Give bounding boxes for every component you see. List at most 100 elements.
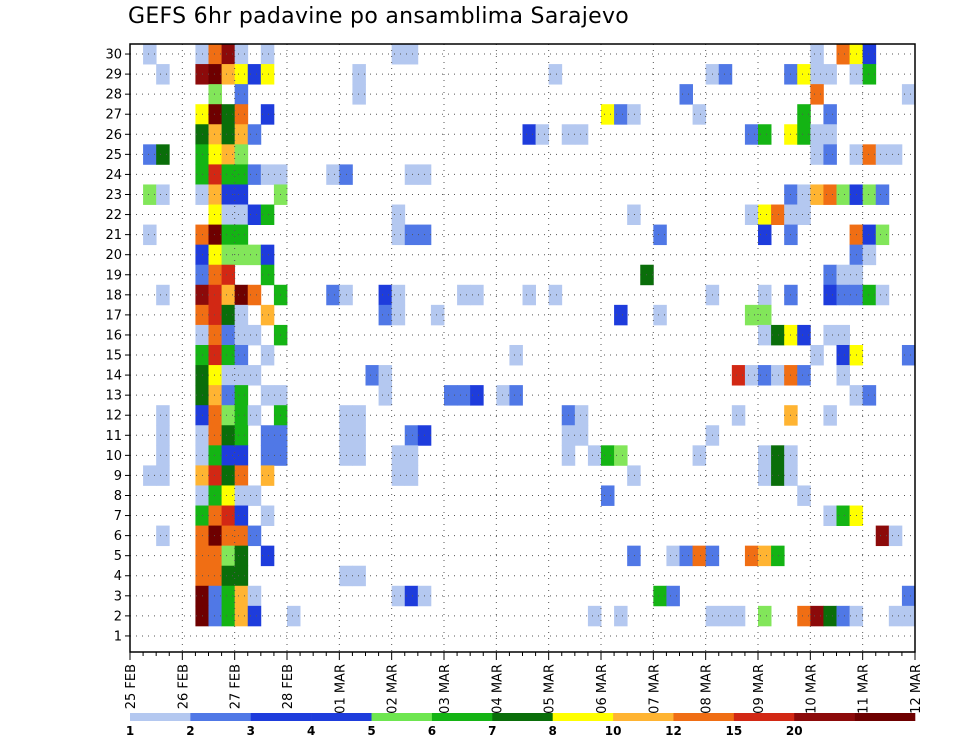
heatmap-cell — [587, 445, 602, 466]
heatmap-cell — [470, 284, 484, 306]
heatmap-cell — [221, 565, 236, 587]
heatmap-cell — [260, 104, 275, 125]
heatmap-cell — [221, 445, 236, 466]
heatmap-cell — [208, 605, 222, 627]
heatmap-cell — [771, 465, 785, 486]
y-tick-label: 19 — [105, 268, 122, 283]
heatmap-cell — [365, 365, 379, 386]
heatmap-cell — [156, 425, 170, 446]
heatmap-cell — [143, 184, 157, 205]
heatmap-cell — [810, 64, 824, 85]
heatmap-cell — [758, 204, 772, 225]
legend-label: 3 — [247, 724, 255, 738]
heatmap-cell — [810, 344, 824, 366]
heatmap-cell — [731, 605, 746, 627]
heatmap-cell — [378, 385, 393, 406]
heatmap-cell — [221, 365, 236, 386]
heatmap-cell — [836, 324, 850, 346]
heatmap-cell — [587, 605, 602, 627]
heatmap-cell — [771, 204, 785, 225]
heatmap-cell — [391, 465, 406, 486]
heatmap-cell — [221, 385, 236, 406]
heatmap-cell — [208, 164, 222, 185]
heatmap-cell — [391, 44, 406, 65]
heatmap-cell — [862, 64, 877, 85]
x-tick-label: 10 MAR — [804, 664, 819, 714]
heatmap-cell — [758, 124, 772, 145]
y-tick-label: 28 — [105, 88, 122, 103]
heatmap-cell — [234, 144, 249, 165]
heatmap-cell — [771, 324, 785, 346]
legend-label: 10 — [605, 724, 622, 738]
heatmap-cell — [797, 324, 811, 346]
heatmap-cell — [208, 545, 222, 567]
heatmap-cell — [221, 264, 236, 286]
heatmap-cell — [260, 465, 275, 486]
heatmap-cell — [234, 164, 249, 185]
heatmap-cell — [234, 605, 249, 627]
heatmap-cell — [208, 244, 222, 266]
x-tick-label: 03 MAR — [438, 664, 453, 714]
heatmap-cell — [156, 525, 170, 547]
heatmap-cell — [221, 605, 236, 627]
heatmap-cell — [260, 164, 275, 185]
heatmap-cell — [627, 204, 641, 225]
heatmap-cell — [247, 244, 262, 266]
heatmap-cell — [744, 365, 759, 386]
heatmap-cell — [823, 264, 837, 286]
heatmap-cell — [208, 324, 222, 346]
heatmap-cell — [221, 425, 236, 446]
heatmap-cell — [208, 264, 222, 286]
heatmap-cell — [247, 525, 262, 547]
y-tick-label: 13 — [105, 389, 122, 404]
heatmap-cell — [260, 385, 275, 406]
heatmap-cell — [247, 284, 262, 306]
heatmap-cell — [221, 405, 236, 426]
heatmap-cell — [404, 585, 419, 607]
y-tick-label: 15 — [105, 349, 122, 364]
heatmap-cell — [810, 44, 824, 65]
heatmap-cell — [823, 405, 837, 426]
heatmap-cell — [522, 284, 536, 306]
heatmap-cell — [627, 465, 641, 486]
heatmap-cell — [208, 344, 222, 366]
heatmap-cell — [221, 124, 236, 145]
heatmap-cell — [247, 204, 262, 225]
heatmap-cell — [260, 344, 275, 366]
heatmap-cell — [208, 124, 222, 145]
heatmap-cell — [234, 344, 249, 366]
heatmap-cell — [260, 204, 275, 225]
heatmap-cell — [143, 465, 157, 486]
legend-swatch — [733, 713, 795, 721]
heatmap-cell — [208, 485, 222, 506]
heatmap-cell — [744, 124, 759, 145]
heatmap-cell — [234, 565, 249, 587]
heatmap-cell — [221, 545, 236, 567]
heatmap-cell — [823, 104, 837, 125]
heatmap-cell — [234, 84, 249, 105]
heatmap-cell — [836, 344, 850, 366]
heatmap-cell — [221, 104, 236, 125]
heatmap-cell — [404, 425, 419, 446]
heatmap-cells — [143, 44, 916, 627]
y-tick-label: 6 — [114, 529, 122, 544]
legend-swatch — [552, 713, 614, 721]
heatmap-cell — [378, 365, 393, 386]
heatmap-cell — [234, 44, 249, 65]
heatmap-cell — [221, 204, 236, 225]
heatmap-cell — [156, 465, 170, 486]
heatmap-cell — [234, 365, 249, 386]
heatmap-cell — [614, 304, 628, 326]
legend-swatch — [854, 713, 916, 721]
heatmap-cell — [888, 525, 903, 547]
heatmap-cell — [326, 284, 340, 306]
heatmap-cell — [208, 525, 222, 547]
heatmap-cell — [221, 64, 236, 85]
heatmap-cell — [548, 284, 563, 306]
heatmap-cell — [888, 144, 903, 165]
y-tick-label: 17 — [105, 308, 122, 323]
heatmap-cell — [143, 224, 157, 246]
heatmap-cell — [391, 304, 406, 326]
y-tick-label: 16 — [105, 328, 122, 343]
y-tick-label: 20 — [105, 248, 122, 263]
